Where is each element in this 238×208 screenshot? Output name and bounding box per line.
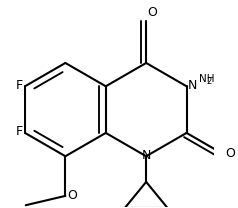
Text: F: F bbox=[16, 125, 23, 139]
Text: NH: NH bbox=[199, 74, 214, 84]
Text: 2: 2 bbox=[207, 77, 212, 86]
Text: O: O bbox=[148, 6, 158, 20]
Text: O: O bbox=[225, 147, 235, 160]
Text: N: N bbox=[188, 79, 197, 92]
Text: O: O bbox=[67, 189, 77, 202]
Text: N: N bbox=[141, 149, 151, 162]
Text: F: F bbox=[16, 79, 23, 92]
